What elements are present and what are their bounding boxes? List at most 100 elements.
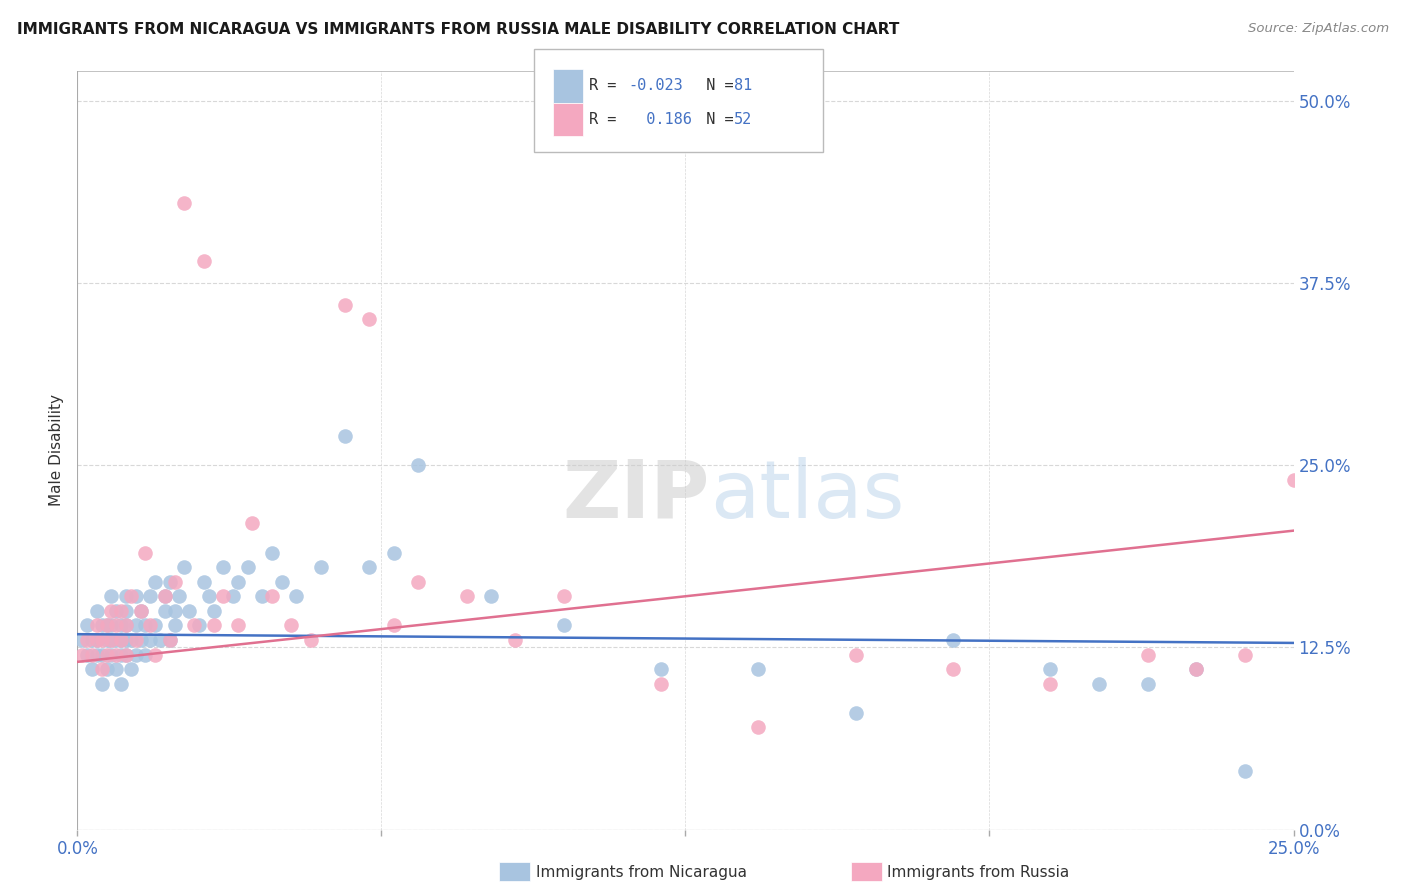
Text: R =: R = bbox=[589, 112, 626, 127]
Point bbox=[139, 618, 162, 632]
Point bbox=[503, 633, 526, 648]
Point bbox=[1282, 473, 1305, 487]
Point bbox=[169, 589, 191, 603]
Point bbox=[226, 618, 249, 632]
Y-axis label: Male Disability: Male Disability bbox=[49, 394, 65, 507]
Point bbox=[80, 648, 103, 662]
Point bbox=[747, 721, 769, 735]
Point bbox=[1185, 662, 1208, 676]
Point bbox=[139, 633, 162, 648]
Text: 52: 52 bbox=[734, 112, 752, 127]
Point bbox=[406, 574, 429, 589]
Point bbox=[197, 589, 219, 603]
Point bbox=[96, 662, 118, 676]
Point bbox=[134, 648, 156, 662]
Point bbox=[1039, 662, 1062, 676]
Text: -0.023: -0.023 bbox=[628, 78, 683, 93]
Point bbox=[134, 618, 156, 632]
Point bbox=[553, 618, 575, 632]
Point bbox=[479, 589, 502, 603]
Point bbox=[153, 589, 176, 603]
Point bbox=[70, 633, 93, 648]
Text: Immigrants from Nicaragua: Immigrants from Nicaragua bbox=[536, 865, 747, 880]
Point bbox=[359, 312, 381, 326]
Point bbox=[236, 560, 259, 574]
Point bbox=[120, 662, 142, 676]
Point bbox=[100, 648, 122, 662]
Point bbox=[382, 545, 405, 559]
Point bbox=[942, 633, 965, 648]
Point bbox=[80, 662, 103, 676]
Point bbox=[125, 648, 148, 662]
Point bbox=[260, 545, 283, 559]
Point bbox=[202, 618, 225, 632]
Point bbox=[125, 589, 148, 603]
Point bbox=[134, 545, 156, 559]
Point bbox=[299, 633, 322, 648]
Point bbox=[1233, 764, 1256, 779]
Point bbox=[86, 633, 108, 648]
Point bbox=[90, 618, 112, 632]
Point bbox=[1136, 648, 1159, 662]
Point bbox=[747, 662, 769, 676]
Point bbox=[153, 604, 176, 618]
Point bbox=[115, 604, 138, 618]
Point bbox=[105, 662, 128, 676]
Point bbox=[163, 618, 186, 632]
Point bbox=[80, 633, 103, 648]
Point bbox=[406, 458, 429, 472]
Point bbox=[188, 618, 211, 632]
Point bbox=[125, 633, 148, 648]
Text: Source: ZipAtlas.com: Source: ZipAtlas.com bbox=[1249, 22, 1389, 36]
Point bbox=[242, 516, 264, 531]
Point bbox=[212, 589, 235, 603]
Text: R =: R = bbox=[589, 78, 626, 93]
Point bbox=[115, 589, 138, 603]
Point bbox=[226, 574, 249, 589]
Point bbox=[129, 633, 152, 648]
Point bbox=[280, 618, 302, 632]
Point bbox=[309, 560, 332, 574]
Point bbox=[285, 589, 308, 603]
Point bbox=[1039, 677, 1062, 691]
Point bbox=[1185, 662, 1208, 676]
Point bbox=[100, 618, 122, 632]
Point bbox=[115, 633, 138, 648]
Point bbox=[100, 633, 122, 648]
Point bbox=[115, 618, 138, 632]
Point bbox=[212, 560, 235, 574]
Point bbox=[90, 677, 112, 691]
Point bbox=[193, 574, 215, 589]
Point bbox=[143, 648, 166, 662]
Point bbox=[382, 618, 405, 632]
Text: 0.186: 0.186 bbox=[628, 112, 692, 127]
Point bbox=[115, 648, 138, 662]
Point bbox=[100, 604, 122, 618]
Point bbox=[86, 648, 108, 662]
Point bbox=[70, 648, 93, 662]
Point bbox=[105, 633, 128, 648]
Point bbox=[115, 648, 138, 662]
Text: atlas: atlas bbox=[710, 457, 904, 535]
Point bbox=[105, 618, 128, 632]
Point bbox=[120, 589, 142, 603]
Point bbox=[159, 633, 181, 648]
Point bbox=[110, 677, 132, 691]
Point bbox=[76, 648, 98, 662]
Point bbox=[456, 589, 478, 603]
Point bbox=[120, 633, 142, 648]
Point bbox=[129, 604, 152, 618]
Point bbox=[96, 633, 118, 648]
Point bbox=[76, 633, 98, 648]
Point bbox=[90, 633, 112, 648]
Point bbox=[105, 604, 128, 618]
Point bbox=[942, 662, 965, 676]
Point bbox=[163, 604, 186, 618]
Text: Immigrants from Russia: Immigrants from Russia bbox=[887, 865, 1070, 880]
Text: N =: N = bbox=[688, 112, 742, 127]
Point bbox=[143, 574, 166, 589]
Point bbox=[115, 618, 138, 632]
Point bbox=[183, 618, 205, 632]
Point bbox=[105, 648, 128, 662]
Point bbox=[149, 633, 172, 648]
